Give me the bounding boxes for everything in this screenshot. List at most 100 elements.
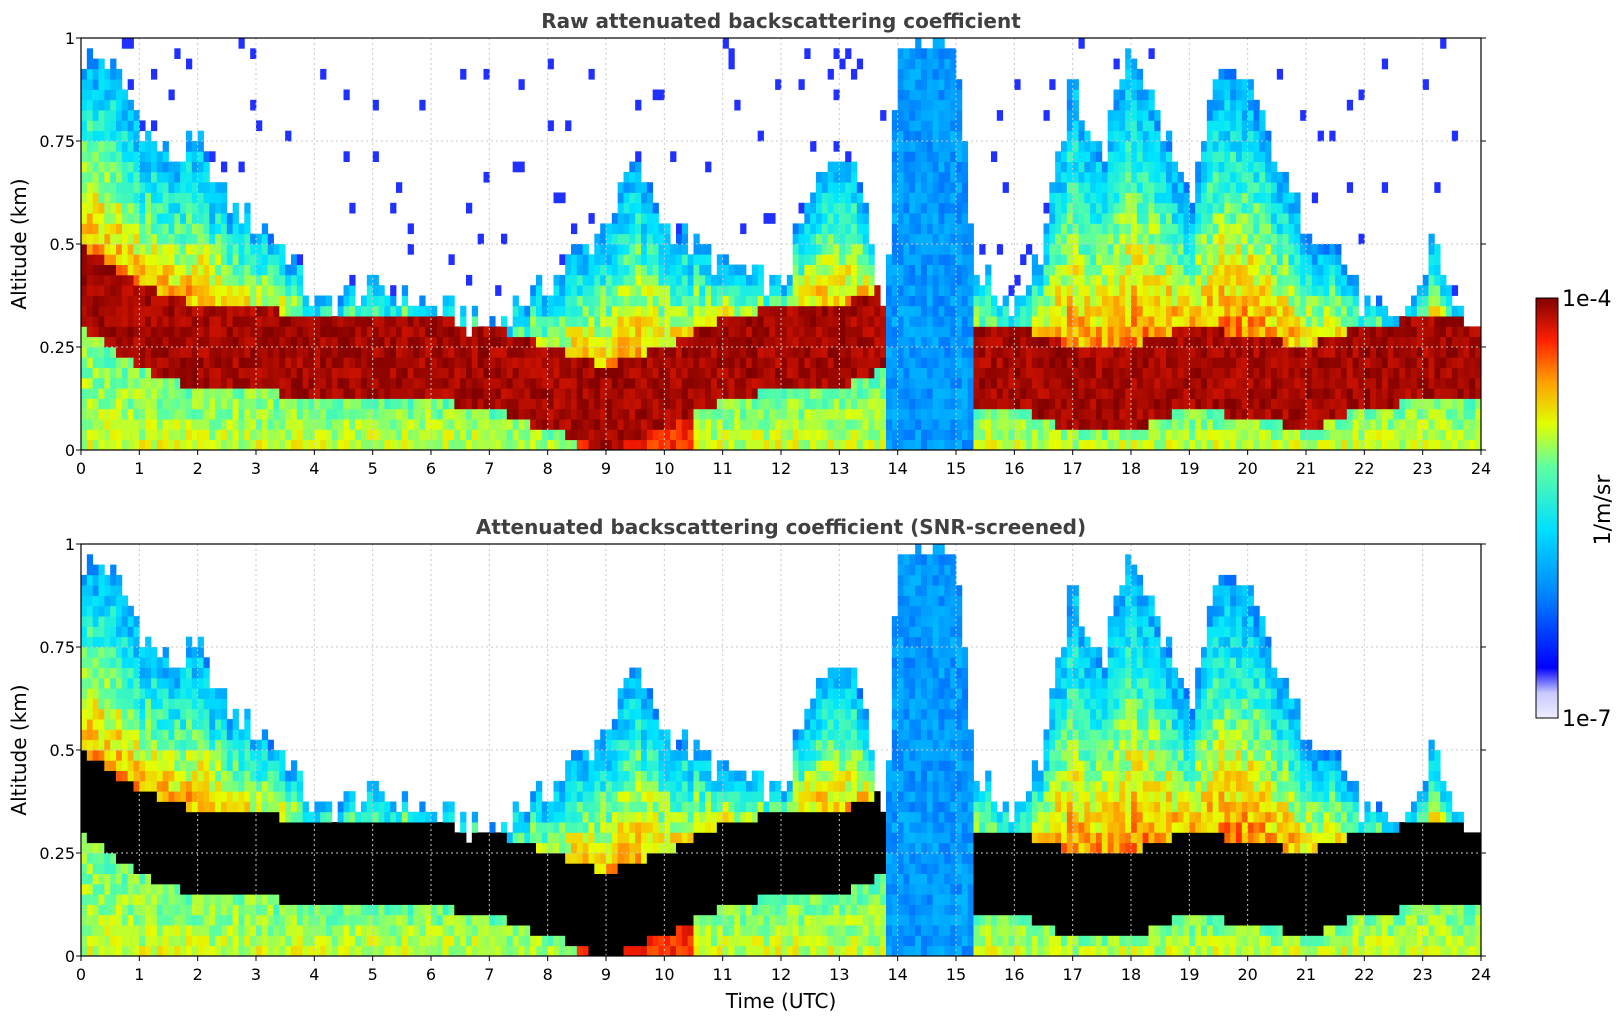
heatmap-cell bbox=[1230, 305, 1237, 317]
heatmap-cell bbox=[868, 398, 875, 410]
heatmap-cell bbox=[151, 213, 158, 224]
heatmap-cell bbox=[1171, 377, 1179, 389]
heatmap-cell bbox=[285, 347, 292, 358]
heatmap-cell bbox=[670, 274, 677, 286]
heatmap-cell bbox=[886, 357, 893, 368]
heatmap-cell bbox=[104, 233, 111, 245]
heatmap-cell bbox=[699, 367, 706, 379]
heatmap-cell bbox=[501, 233, 508, 245]
heatmap-cell bbox=[973, 295, 980, 307]
heatmap-cell bbox=[221, 439, 228, 450]
heatmap-cell bbox=[728, 48, 735, 59]
heatmap-cell bbox=[1142, 151, 1149, 162]
heatmap-cell bbox=[1061, 254, 1068, 265]
heatmap-cell bbox=[547, 326, 554, 338]
heatmap-cell bbox=[728, 326, 735, 338]
heatmap-cell bbox=[617, 192, 624, 204]
heatmap-cell bbox=[156, 192, 164, 204]
heatmap-cell bbox=[215, 264, 222, 276]
heatmap-cell bbox=[413, 357, 420, 368]
heatmap-cell bbox=[501, 439, 508, 450]
heatmap-cell bbox=[897, 213, 904, 224]
heatmap-cell bbox=[571, 274, 578, 286]
heatmap-cell bbox=[1113, 274, 1120, 286]
heatmap-cell bbox=[833, 223, 840, 235]
heatmap-cell bbox=[1259, 336, 1266, 348]
heatmap-cell bbox=[1253, 254, 1260, 265]
heatmap-cell bbox=[1201, 336, 1208, 348]
heatmap-cell bbox=[950, 388, 957, 399]
heatmap-cell bbox=[641, 408, 648, 420]
heatmap-cell bbox=[133, 233, 140, 245]
heatmap-cell bbox=[1236, 161, 1243, 173]
heatmap-cell bbox=[1008, 285, 1015, 296]
heatmap-cell bbox=[209, 244, 216, 255]
heatmap-cell bbox=[956, 285, 963, 296]
heatmap-cell bbox=[1166, 192, 1173, 204]
heatmap-cell bbox=[1131, 429, 1138, 441]
heatmap-cell bbox=[705, 388, 712, 399]
heatmap-cell bbox=[629, 398, 636, 410]
heatmap-cell bbox=[1136, 171, 1144, 183]
heatmap-cell bbox=[565, 347, 572, 358]
heatmap-cell bbox=[991, 377, 998, 389]
heatmap-cell bbox=[156, 254, 164, 265]
heatmap-cell bbox=[868, 336, 875, 348]
heatmap-cell bbox=[314, 398, 321, 410]
heatmap-cell bbox=[530, 367, 537, 379]
heatmap-cell bbox=[1078, 357, 1085, 368]
heatmap-cell bbox=[291, 388, 298, 399]
heatmap-cell bbox=[116, 254, 123, 265]
heatmap-cell bbox=[798, 305, 805, 317]
heatmap-cell bbox=[1084, 244, 1091, 255]
heatmap-cell bbox=[728, 429, 735, 441]
heatmap-cell bbox=[1119, 120, 1126, 132]
heatmap-cell bbox=[839, 161, 846, 173]
heatmap-cell bbox=[979, 408, 986, 420]
heatmap-cell bbox=[1078, 367, 1085, 379]
heatmap-cell bbox=[390, 202, 397, 214]
heatmap-cell bbox=[956, 130, 963, 142]
heatmap-cell bbox=[769, 213, 776, 224]
heatmap-cell bbox=[145, 161, 152, 173]
heatmap-cell bbox=[1183, 182, 1190, 193]
heatmap-cell bbox=[536, 367, 543, 379]
heatmap-cell bbox=[273, 439, 280, 450]
heatmap-cell bbox=[1183, 202, 1190, 214]
heatmap-cell bbox=[1189, 388, 1196, 399]
heatmap-cell bbox=[209, 192, 216, 204]
heatmap-cell bbox=[903, 99, 910, 111]
heatmap-cell bbox=[705, 161, 712, 173]
heatmap-cell bbox=[740, 347, 747, 358]
heatmap-cell bbox=[1183, 305, 1190, 317]
heatmap-cell bbox=[279, 419, 286, 430]
heatmap-cell bbox=[1253, 244, 1260, 255]
heatmap-cell bbox=[1090, 316, 1097, 327]
heatmap-cell bbox=[932, 151, 939, 162]
heatmap-cell bbox=[1113, 347, 1120, 358]
heatmap-cell bbox=[454, 419, 461, 430]
heatmap-cell bbox=[86, 388, 94, 399]
heatmap-cell bbox=[1253, 326, 1260, 338]
heatmap-cell bbox=[1201, 192, 1208, 204]
heatmap-cell bbox=[1160, 398, 1167, 410]
heatmap-cell bbox=[512, 429, 519, 441]
heatmap-cell bbox=[285, 398, 292, 410]
heatmap-cell bbox=[594, 295, 601, 307]
heatmap-cell bbox=[384, 398, 391, 410]
heatmap-cell bbox=[506, 326, 514, 338]
heatmap-cell bbox=[81, 429, 88, 441]
heatmap-cell bbox=[751, 326, 759, 338]
heatmap-cell bbox=[413, 388, 420, 399]
heatmap-cell bbox=[1078, 429, 1085, 441]
heatmap-cell bbox=[845, 347, 852, 358]
heatmap-cell bbox=[985, 429, 992, 441]
heatmap-cell bbox=[856, 336, 864, 348]
heatmap-cell bbox=[139, 192, 146, 204]
heatmap-cell bbox=[1183, 408, 1190, 420]
heatmap-cell bbox=[1078, 408, 1085, 420]
heatmap-cell bbox=[448, 336, 455, 348]
heatmap-cell bbox=[751, 347, 759, 358]
heatmap-cell bbox=[699, 336, 706, 348]
heatmap-cell bbox=[1154, 264, 1161, 276]
